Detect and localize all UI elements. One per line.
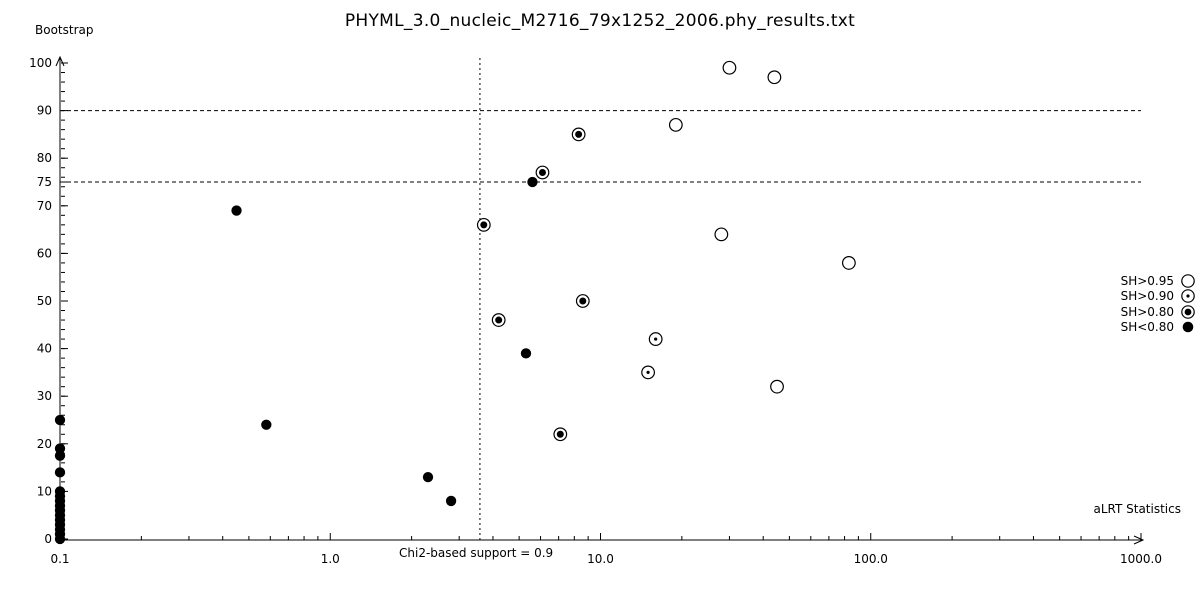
marker-shape	[54, 414, 66, 426]
marker-filled-circle	[527, 176, 538, 188]
y-tick-label: 75	[37, 175, 52, 189]
marker-filled-circle	[54, 450, 66, 461]
legend-item-label: SH>0.95	[1120, 273, 1174, 288]
marker-filled-circle	[261, 419, 272, 430]
marker-shape	[668, 117, 683, 132]
marker-bullseye-circle	[553, 427, 568, 442]
marker-bullseye-circle	[476, 217, 491, 232]
legend-item-2: SH>0.80	[1121, 304, 1196, 319]
marker-shape	[527, 176, 538, 188]
marker-bullseye-circle	[491, 313, 506, 327]
chi2-threshold-label: Chi2-based support = 0.9	[399, 546, 554, 560]
marker-shape	[54, 533, 66, 545]
marker-filled-circle	[54, 467, 66, 478]
legend-item-label: SH>0.90	[1120, 289, 1174, 303]
marker-filled-circle	[54, 443, 66, 454]
marker-shape	[54, 443, 66, 454]
reference-lines	[60, 58, 1141, 540]
marker-shape	[422, 471, 434, 483]
marker-filled-circle	[445, 495, 457, 507]
legend-item-3: SH<0.80	[1121, 320, 1196, 335]
marker-shape	[54, 467, 66, 478]
marker-shape	[520, 348, 532, 359]
marker-shape	[1181, 273, 1195, 288]
marker-shape	[1182, 321, 1194, 333]
y-tick-label: 30	[37, 389, 52, 403]
y-tick-label: 70	[37, 199, 52, 213]
marker-center-fill	[480, 221, 488, 229]
marker-filled-circle	[422, 471, 434, 483]
x-tick-label: 1000.0	[1120, 552, 1162, 566]
marker-center-fill	[538, 168, 546, 176]
y-tick-label: 80	[37, 151, 52, 165]
marker-bullseye-circle	[575, 294, 590, 308]
marker-open-circle	[841, 256, 856, 270]
legend-item-label: SH>0.80	[1120, 304, 1174, 319]
marker-center-fill	[556, 430, 564, 438]
legend-marker-bullseye-circle-icon	[1181, 304, 1195, 319]
series-0	[668, 60, 856, 394]
marker-open-circle	[767, 70, 782, 85]
marker-center-fill	[495, 316, 503, 324]
axes	[55, 55, 1145, 545]
x-ticks: 0.1 1.0 10.0 100.0 1000.0	[50, 533, 1162, 566]
marker-shape	[261, 419, 272, 430]
y-tick-label: 0	[44, 532, 52, 546]
marker-dotted-circle	[641, 365, 655, 380]
data-points	[54, 60, 856, 545]
x-tick-label: 100.0	[854, 552, 888, 566]
marker-shape	[767, 70, 782, 85]
marker-shape	[231, 205, 242, 216]
legend-marker-filled-circle-icon	[1182, 321, 1194, 333]
marker-center-fill	[579, 297, 587, 305]
marker-filled-circle	[231, 205, 242, 216]
y-tick-label: 10	[37, 484, 52, 498]
x-tick-label: 10.0	[587, 552, 614, 566]
marker-shape	[770, 379, 784, 394]
marker-filled-circle	[520, 348, 532, 359]
x-tick-label: 0.1	[50, 552, 69, 566]
marker-filled-circle	[54, 414, 66, 426]
legend-item-0: SH>0.95	[1121, 273, 1196, 288]
legend-item-1: SH>0.90	[1121, 289, 1196, 304]
y-tick-label: 40	[37, 342, 52, 356]
marker-shape	[714, 227, 729, 242]
y-tick-label: 90	[37, 104, 52, 118]
legend-marker-open-circle-icon	[1181, 273, 1195, 288]
x-tick-label: 1.0	[321, 552, 340, 566]
marker-center	[1186, 294, 1190, 298]
marker-filled-circle	[54, 533, 66, 545]
marker-bullseye-circle	[571, 127, 586, 142]
y-axis-title: Bootstrap	[35, 23, 94, 37]
marker-center	[1184, 308, 1192, 315]
legend-marker-dotted-circle-icon	[1181, 289, 1195, 303]
y-tick-label: 60	[37, 246, 52, 260]
marker-open-circle	[668, 117, 683, 132]
marker-shape	[54, 450, 66, 461]
marker-open-circle	[714, 227, 729, 242]
series-1	[641, 332, 663, 380]
y-tick-label: 20	[37, 437, 52, 451]
x-axis-arrow-icon	[1133, 535, 1145, 545]
chart-title: PHYML_3.0_nucleic_M2716_79x1252_2006.phy…	[344, 11, 856, 31]
marker-dotted-circle	[648, 332, 663, 346]
marker-open-circle	[770, 379, 784, 394]
y-tick-label: 50	[37, 294, 52, 308]
series-3	[54, 176, 538, 545]
marker-center-dot	[646, 370, 650, 374]
marker-center-dot	[654, 337, 658, 341]
marker-center-fill	[575, 130, 583, 138]
series-2	[476, 127, 590, 442]
marker-bullseye-circle	[535, 165, 550, 180]
marker-shape	[445, 495, 457, 507]
y-tick-label: 100	[29, 56, 52, 70]
marker-open-circle	[722, 60, 737, 75]
legend-item-label: SH<0.80	[1120, 320, 1174, 334]
x-axis-title: aLRT Statistics	[1093, 502, 1181, 516]
marker-shape	[841, 256, 856, 270]
marker-shape	[722, 60, 737, 75]
